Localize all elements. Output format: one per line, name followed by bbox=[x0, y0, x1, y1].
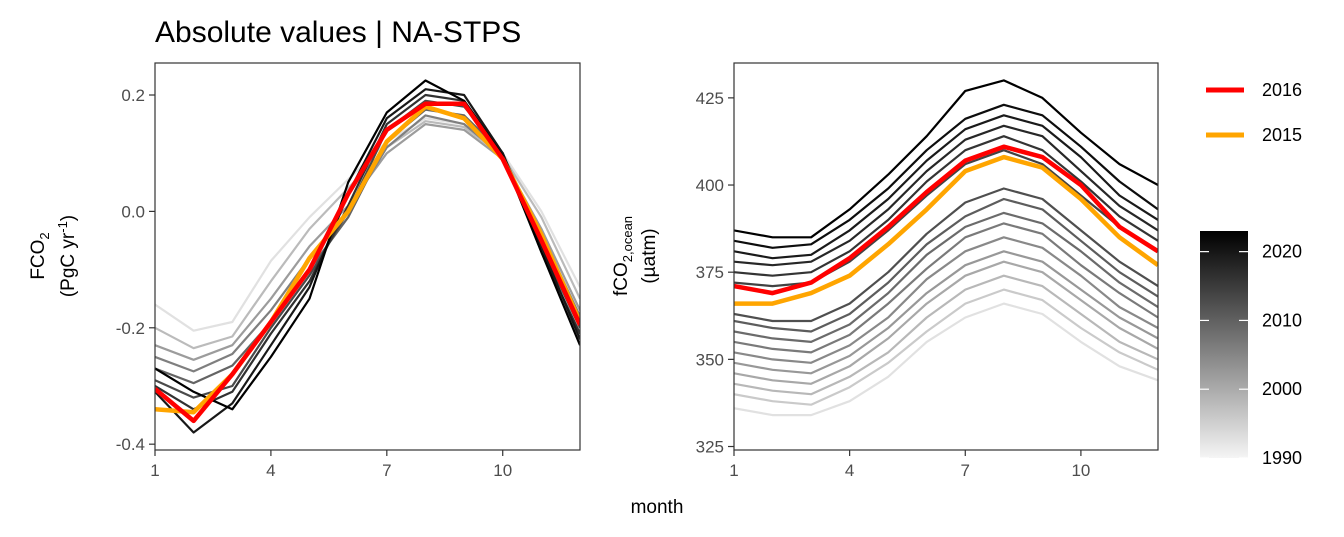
right-line-2016 bbox=[734, 144, 1158, 296]
colorbar-ticks: 2020 2010 2000 1990 bbox=[1200, 242, 1302, 468]
right-series-line bbox=[734, 187, 1158, 323]
right-axes: 1 4 7 10 425 400 375 350 325 bbox=[696, 89, 1091, 480]
left-series-line bbox=[155, 117, 580, 332]
left-x-tick-label: 10 bbox=[493, 461, 512, 480]
right-x-tick-label: 10 bbox=[1071, 461, 1090, 480]
right-x-tick-label: 1 bbox=[729, 461, 738, 480]
left-y-axis-unit: (PgC yr-1) bbox=[55, 215, 79, 297]
left-y-axis-label: FCO2 bbox=[28, 232, 52, 279]
left-line-2016 bbox=[155, 101, 580, 424]
left-x-tick-label: 7 bbox=[382, 461, 391, 480]
right-series-line bbox=[734, 103, 1158, 249]
right-series-line bbox=[734, 288, 1158, 406]
right-series-line bbox=[734, 197, 1158, 333]
left-series-line bbox=[155, 88, 580, 434]
colorbar bbox=[1200, 231, 1248, 458]
right-series-line bbox=[734, 260, 1158, 385]
right-series-line bbox=[734, 236, 1158, 364]
right-y-tick-label: 425 bbox=[696, 89, 724, 108]
right-series-line bbox=[734, 211, 1158, 343]
left-panel: 1 4 7 10 0.2 0.0 -0.2 -0.4 FCO2 (PgC yr-1) bbox=[28, 62, 581, 480]
colorbar-tick-label: 2010 bbox=[1262, 310, 1302, 330]
chart-title: Absolute values | NA-STPS bbox=[155, 16, 521, 49]
left-y-tick-label: -0.4 bbox=[116, 435, 145, 454]
legend-label-2016: 2016 bbox=[1262, 80, 1302, 100]
legend-label-2015: 2015 bbox=[1262, 125, 1302, 145]
left-series-lines bbox=[155, 79, 580, 434]
left-x-tick-label: 1 bbox=[150, 461, 159, 480]
right-series-line bbox=[734, 222, 1158, 354]
right-y-axis-unit: (µatm) bbox=[639, 228, 660, 283]
colorbar-tick-label: 2020 bbox=[1262, 242, 1302, 262]
left-panel-frame bbox=[154, 62, 581, 451]
colorbar-tick-label: 1990 bbox=[1262, 448, 1302, 468]
left-series-line bbox=[155, 93, 580, 411]
right-series-line bbox=[734, 135, 1158, 277]
left-series-line bbox=[155, 108, 580, 385]
right-series-line bbox=[734, 79, 1158, 239]
right-y-axis-label: fCO2,ocean bbox=[611, 216, 635, 296]
left-line-2015 bbox=[155, 104, 580, 415]
right-x-tick-label: 4 bbox=[845, 461, 854, 480]
left-axes: 1 4 7 10 0.2 0.0 -0.2 -0.4 bbox=[116, 86, 512, 480]
right-series-line bbox=[734, 302, 1158, 417]
right-panel-frame bbox=[733, 62, 1159, 451]
right-series-line bbox=[734, 114, 1158, 260]
left-x-tick-label: 4 bbox=[266, 461, 275, 480]
right-series-line bbox=[734, 274, 1158, 396]
colorbar-tick-label: 2000 bbox=[1262, 379, 1302, 399]
x-axis-label: month bbox=[631, 497, 684, 518]
right-panel: 1 4 7 10 425 400 375 350 325 fCO2,ocean (µatm) bbox=[611, 62, 1159, 480]
right-y-tick-label: 375 bbox=[696, 263, 724, 282]
right-y-tick-label: 400 bbox=[696, 176, 724, 195]
left-y-tick-label: 0.0 bbox=[121, 202, 145, 221]
left-y-tick-label: -0.2 bbox=[116, 319, 145, 338]
right-x-tick-label: 7 bbox=[961, 461, 970, 480]
right-line-2015 bbox=[734, 154, 1158, 306]
right-series-line bbox=[734, 124, 1158, 267]
left-y-tick-label: 0.2 bbox=[121, 86, 145, 105]
right-series-lines bbox=[734, 79, 1158, 417]
right-y-tick-label: 325 bbox=[696, 438, 724, 457]
right-y-tick-label: 350 bbox=[696, 350, 724, 369]
right-series-line bbox=[734, 250, 1158, 375]
legend: 2016 2015 2020 2010 2000 1990 bbox=[1200, 80, 1302, 468]
